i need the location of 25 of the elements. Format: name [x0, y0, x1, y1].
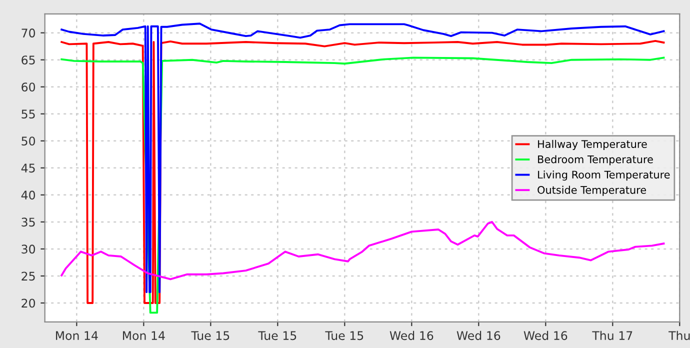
- x-tick-label: Thu: [668, 330, 690, 340]
- y-tick-label: 20: [22, 298, 36, 308]
- y-tick-label: 60: [22, 82, 36, 92]
- y-tick-label: 30: [22, 244, 36, 254]
- x-tick-label: Mon 14: [56, 331, 98, 340]
- y-tick-label: 45: [21, 164, 35, 173]
- y-tick-label: 40: [21, 190, 36, 200]
- y-tick-label: 35: [22, 218, 35, 227]
- legend-label: Hallway Temperature: [538, 140, 647, 150]
- x-tick-label: Mon 14: [122, 331, 165, 340]
- x-tick-label: Tue 15: [325, 331, 364, 340]
- legend-label: Living Room Temperature: [538, 170, 670, 181]
- y-tick-label: 70: [22, 28, 36, 38]
- x-tick-label: Wed 16: [456, 330, 500, 340]
- x-tick-label: Tue 15: [258, 331, 296, 340]
- x-tick-label: Thu 17: [592, 330, 632, 340]
- legend-label: Bedroom Temperature: [538, 155, 653, 166]
- x-tick-label: Wed 16: [390, 330, 434, 340]
- y-tick-label: 65: [22, 56, 35, 64]
- y-tick-label: 50: [22, 136, 36, 146]
- y-tick-label: 55: [22, 110, 35, 119]
- x-tick-label: Tue 15: [191, 331, 230, 340]
- legend-label: Outside Temperature: [538, 186, 646, 196]
- x-tick-label: Wed 16: [524, 330, 568, 340]
- y-tick-label: 25: [22, 272, 35, 281]
